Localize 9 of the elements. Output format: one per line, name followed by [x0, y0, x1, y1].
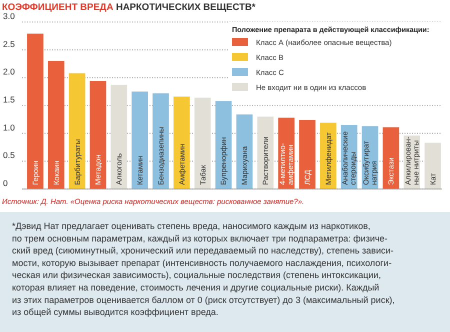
y-tick-label: 2.5: [3, 38, 16, 49]
y-tick-label: 1.0: [3, 122, 16, 132]
y-tick-label: 1.5: [3, 94, 16, 104]
text: *Дэвид Нат предлагает оценивать степень вреда, наносимого каждым из наркотиков, по трем основным параметрам, каждый из которых включает три подпараметра: физиче- ский вред (сиюминутный, хронический или передаваемый по наследству), степень зависи- мости, которую вызывает препарат (интенсивность получаемого наслаждения, психологи- ческая или физическая зависимость), социальные последствия (степень интоксикации, которая влияет на поведение, стоимость лечения и другие социальные риски). Каждый из этих параметров оценивается баллом от 0 (риск отсутствует) до 3 (максимальный риск), из общей суммы выводится коэффициент вреда.: [12, 221, 395, 318]
y-tick-label: 3.0: [3, 11, 16, 21]
y-tick-label: 0.5: [3, 150, 16, 160]
y-tick-label: 0: [3, 178, 8, 188]
y-tick-label: 2.0: [3, 66, 16, 77]
chart-title: КОЭФФИЦИЕНТ ВРЕДА НАРКОТИЧЕСКИХ ВЕЩЕСТВ*: [2, 2, 256, 13]
